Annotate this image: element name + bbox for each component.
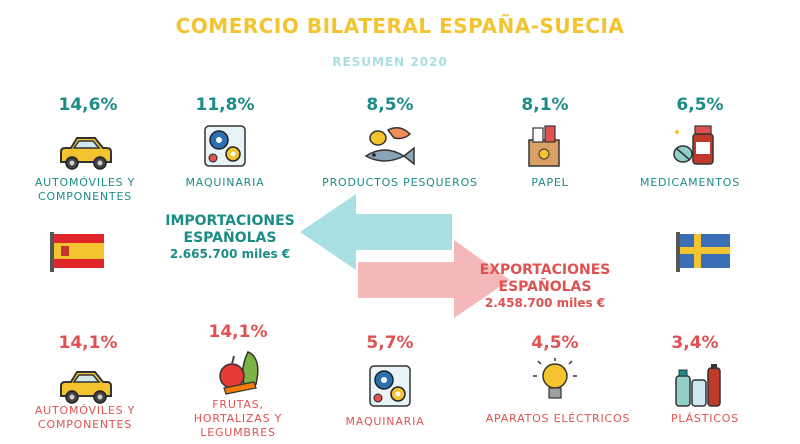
seafood-icon [364, 127, 415, 166]
import-label: PAPEL [531, 176, 569, 189]
export-label: APARATOS ELÉCTRICOS [485, 412, 631, 425]
exports-summary: EXPORTACIONES ESPAÑOLAS 2.458.700 miles … [460, 262, 630, 310]
page-subtitle: RESUMEN 2020 [332, 55, 448, 69]
fruits-icon [219, 351, 259, 395]
car-icon [60, 137, 112, 170]
car-icon [60, 371, 112, 404]
sweden-flag-icon [676, 232, 730, 272]
import-label: PRODUCTOS PESQUEROS [322, 176, 478, 189]
import-label: MEDICAMENTOS [640, 176, 740, 189]
imports-amount: 2.665.700 miles € [169, 247, 291, 261]
import-arrow-icon [300, 194, 452, 270]
lightbulb-icon [533, 358, 577, 399]
export-pct: 3,4% [671, 333, 719, 353]
export-arrow-icon [358, 240, 510, 318]
import-pct: 14,6% [58, 95, 118, 115]
export-label: PLÁSTICOS [670, 412, 739, 425]
bottles-icon [675, 364, 721, 407]
export-label: MAQUINARIA [345, 415, 425, 428]
imports-title-line1: IMPORTACIONES [165, 213, 295, 229]
import-pct: 6,5% [676, 95, 724, 115]
imports-title-line2: ESPAÑOLAS [183, 230, 277, 246]
export-pct: 5,7% [366, 333, 414, 353]
exports-amount: 2.458.700 miles € [484, 296, 606, 310]
export-pct: 14,1% [58, 333, 118, 353]
page-title: COMERCIO BILATERAL ESPAÑA-SUECIA [175, 14, 625, 38]
paper-icon [528, 125, 560, 167]
exports-title-line2: ESPAÑOLAS [498, 279, 592, 295]
export-label: AUTOMÓVILES Y COMPONENTES [34, 404, 136, 431]
gears-icon [369, 365, 411, 407]
import-pct: 11,8% [195, 95, 255, 115]
import-label: AUTOMÓVILES Y COMPONENTES [34, 176, 136, 203]
spain-flag-icon [50, 232, 104, 272]
export-pct: 4,5% [531, 333, 579, 353]
medicine-icon [673, 125, 714, 165]
import-pct: 8,5% [366, 95, 414, 115]
export-label: FRUTAS, HORTALIZAS Y LEGUMBRES [193, 398, 283, 439]
exports-title-line1: EXPORTACIONES [479, 262, 611, 278]
import-pct: 8,1% [521, 95, 569, 115]
export-pct: 14,1% [208, 322, 268, 342]
gears-icon [204, 125, 246, 167]
imports-summary: IMPORTACIONES ESPAÑOLAS 2.665.700 miles … [150, 213, 310, 261]
import-label: MAQUINARIA [185, 176, 265, 189]
